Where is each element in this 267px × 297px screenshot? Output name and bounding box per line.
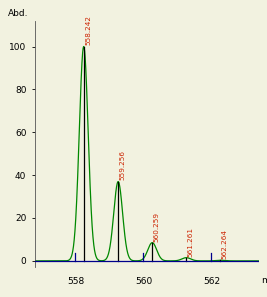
Text: 558.242: 558.242 — [85, 15, 91, 45]
Text: 561.261: 561.261 — [188, 227, 194, 257]
Text: 562.264: 562.264 — [222, 229, 228, 259]
Text: 559.256: 559.256 — [120, 151, 125, 181]
Text: 560.259: 560.259 — [154, 211, 160, 241]
Text: Abd.: Abd. — [8, 9, 28, 18]
Text: m/z: m/z — [261, 276, 267, 285]
